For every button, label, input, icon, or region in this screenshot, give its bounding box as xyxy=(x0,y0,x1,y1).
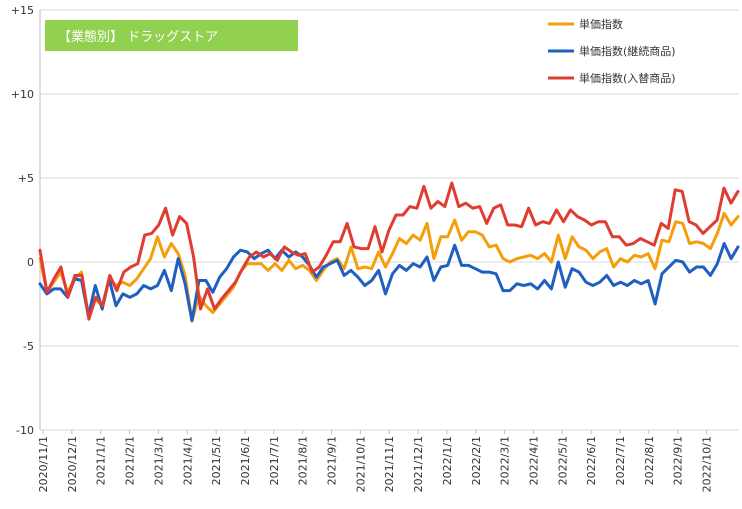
y-tick-label: +5 xyxy=(18,172,34,185)
x-tick-label: 2021/11/1 xyxy=(383,436,396,492)
x-tick-label: 2022/5/1 xyxy=(556,436,569,485)
x-tick-label: 2022/2/1 xyxy=(470,436,483,485)
series-line-2 xyxy=(38,242,740,323)
chart-title: 【業態別】 ドラッグストア xyxy=(58,29,218,45)
title-background xyxy=(45,20,298,51)
x-tick-label: 2021/2/1 xyxy=(124,436,137,485)
x-tick-label: 2021/8/1 xyxy=(297,436,310,485)
legend-label: 単価指数(入替商品) xyxy=(579,71,676,85)
x-tick-label: 2022/1/1 xyxy=(441,436,454,485)
x-tick-label: 2021/3/1 xyxy=(152,436,165,485)
x-tick-label: 2022/4/1 xyxy=(527,436,540,485)
y-tick-label: +15 xyxy=(11,4,34,17)
x-tick-label: 2022/8/1 xyxy=(643,436,656,485)
x-tick-label: 2022/3/1 xyxy=(499,436,512,485)
y-tick-label: -5 xyxy=(23,340,34,353)
x-tick-label: 2021/9/1 xyxy=(326,436,339,485)
chart-title-box: 【業態別】 ドラッグストア xyxy=(45,20,298,51)
x-tick-label: 2020/12/1 xyxy=(66,436,79,492)
y-tick-label: +10 xyxy=(11,88,34,101)
x-tick-label: 2021/10/1 xyxy=(354,436,367,492)
x-tick-label: 2022/10/1 xyxy=(701,436,714,492)
x-tick-label: 2021/7/1 xyxy=(268,436,281,485)
legend-label: 単価指数(継続商品) xyxy=(579,44,676,58)
x-tick-label: 2021/4/1 xyxy=(181,436,194,485)
series-line-1 xyxy=(38,211,740,323)
x-axis-ticks: 2020/11/1 2020/12/1 2021/1/1 2021/2/1 2021/3… xyxy=(37,430,714,492)
x-tick-label: 2021/1/1 xyxy=(95,436,108,485)
x-tick-label: 2022/6/1 xyxy=(585,436,598,485)
x-tick-label: 2020/11/1 xyxy=(37,436,50,492)
y-axis-ticks: +15 +10 +5 0 -5 -10 xyxy=(11,4,34,437)
series-line-3 xyxy=(38,181,740,321)
x-tick-label: 2021/12/1 xyxy=(412,436,425,492)
x-tick-label: 2022/7/1 xyxy=(614,436,627,485)
x-tick-label: 2021/6/1 xyxy=(239,436,252,485)
series-lines xyxy=(38,181,740,323)
x-tick-label: 2021/5/1 xyxy=(210,436,223,485)
y-tick-label: -10 xyxy=(16,424,34,437)
y-tick-label: 0 xyxy=(27,256,34,269)
x-tick-label: 2022/9/1 xyxy=(672,436,685,485)
legend-label: 単価指数 xyxy=(579,17,623,31)
